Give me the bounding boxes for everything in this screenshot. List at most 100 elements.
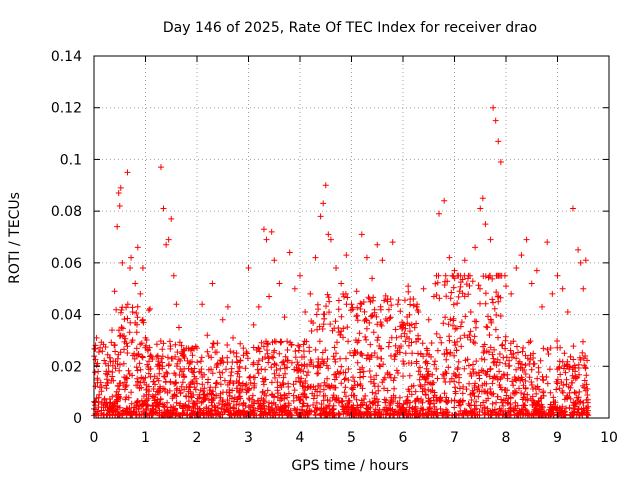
data-point	[436, 210, 443, 217]
data-point	[580, 285, 587, 292]
data-point	[302, 308, 309, 315]
data-point	[111, 288, 118, 295]
data-point	[127, 265, 134, 272]
data-point	[369, 275, 376, 282]
data-point	[120, 360, 127, 367]
data-point	[92, 399, 99, 406]
data-point	[554, 272, 561, 279]
data-point	[559, 285, 566, 292]
data-point	[114, 223, 121, 230]
data-point	[188, 394, 195, 401]
data-point	[487, 236, 494, 243]
data-point	[582, 257, 589, 264]
data-point	[281, 314, 288, 321]
data-point	[379, 257, 386, 264]
data-point	[400, 324, 406, 331]
data-point	[106, 402, 113, 409]
x-axis-label: GPS time / hours	[291, 458, 408, 474]
data-point	[209, 280, 216, 287]
data-point	[186, 360, 193, 367]
data-point	[268, 228, 275, 235]
data-point	[101, 396, 108, 403]
data-point	[430, 293, 437, 300]
data-point	[119, 259, 126, 266]
data-point	[191, 373, 198, 380]
data-point	[297, 272, 303, 279]
data-point	[173, 301, 180, 308]
data-point	[539, 303, 546, 310]
data-point	[271, 257, 278, 264]
data-point	[451, 267, 458, 274]
data-point	[168, 215, 175, 222]
data-point	[121, 386, 128, 393]
x-tick-label: 1	[141, 430, 150, 446]
data-point	[291, 285, 298, 292]
data-point	[503, 283, 509, 290]
data-point	[358, 231, 365, 238]
data-point	[224, 303, 231, 310]
data-point	[518, 252, 525, 259]
data-point	[575, 246, 582, 253]
data-point	[150, 378, 157, 385]
axis-ticks: 0 1 2 3 4 5 6 7 8 9 10 0 0.02 0.04 0.06 0.08 0.1 0.12 0.14	[51, 49, 618, 446]
data-point	[263, 236, 270, 243]
data-point	[479, 195, 486, 202]
data-point	[178, 342, 185, 349]
data-point	[286, 249, 293, 256]
x-tick-label: 3	[244, 430, 253, 446]
data-point	[103, 376, 110, 383]
data-point	[142, 334, 149, 341]
data-point	[477, 205, 484, 212]
data-point	[343, 252, 350, 259]
data-points	[92, 104, 589, 409]
data-point	[533, 267, 540, 274]
y-tick-label: 0.04	[51, 308, 82, 324]
data-point	[466, 272, 473, 279]
data-point	[128, 254, 135, 261]
data-point	[175, 324, 182, 331]
data-point	[245, 265, 252, 272]
data-point	[93, 334, 100, 341]
data-point	[255, 303, 262, 310]
y-tick-label: 0	[73, 411, 82, 427]
data-point	[266, 293, 273, 300]
data-point	[461, 257, 468, 264]
data-point	[374, 241, 381, 248]
data-point	[425, 316, 432, 323]
data-point	[98, 383, 105, 390]
x-tick-label: 9	[553, 430, 562, 446]
data-point	[569, 205, 576, 212]
data-point	[564, 308, 571, 315]
y-axis-label: ROTI / TECUs	[7, 192, 23, 284]
data-point	[147, 365, 154, 372]
data-point	[415, 308, 422, 315]
data-point	[163, 241, 170, 248]
data-point	[495, 138, 502, 145]
data-point	[155, 358, 162, 365]
data-point	[199, 301, 206, 308]
data-point	[410, 296, 417, 303]
data-point	[240, 345, 247, 352]
data-point	[384, 298, 391, 305]
data-point	[219, 316, 226, 323]
y-tick-label: 0.12	[51, 101, 82, 117]
data-point	[441, 197, 448, 204]
y-tick-label: 0.08	[51, 204, 82, 220]
data-point	[394, 301, 401, 308]
data-point	[492, 117, 499, 124]
data-point	[152, 391, 159, 398]
data-point	[353, 288, 360, 295]
data-point	[307, 290, 314, 297]
y-tick-label: 0.06	[51, 256, 82, 272]
data-point	[317, 213, 324, 220]
data-point	[132, 280, 139, 287]
data-point	[194, 345, 200, 352]
data-point	[183, 383, 190, 390]
data-point	[137, 290, 144, 297]
data-point	[170, 272, 177, 279]
data-point	[129, 308, 136, 315]
data-point	[327, 236, 334, 243]
data-point	[577, 259, 584, 266]
data-point	[230, 334, 237, 341]
